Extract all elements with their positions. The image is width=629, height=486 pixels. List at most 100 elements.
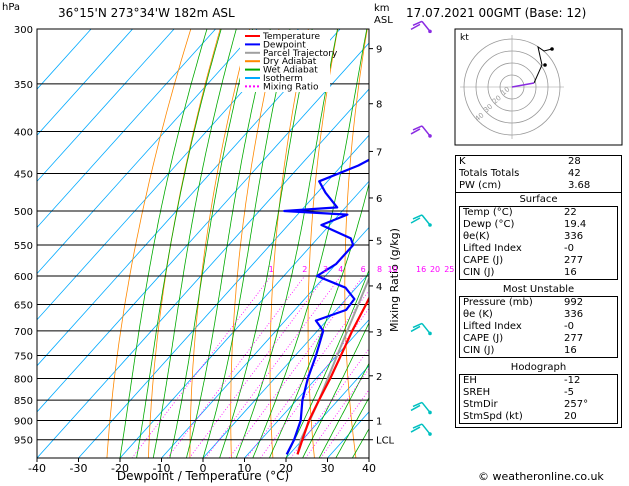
wind-barb-flag [412,423,423,429]
surface-value: 16 [564,267,577,278]
isotherm-line [37,29,133,136]
mixing-ratio-line [290,348,369,458]
index-label: PW (cm) [459,180,502,191]
pressure-tick-label: 850 [14,396,33,407]
temp-tick-label: -40 [28,462,46,475]
hodograph-trace [533,45,553,84]
copyright: © weatheronline.co.uk [478,470,604,483]
surface-section: Temp (°C) 22 Dewp (°C) 19.4 θe(K) 336 Lifted I… [459,206,618,280]
hodograph-point [543,63,547,67]
wind-barb-staff [421,125,431,137]
legend-entry: Parcel Trajectory [263,49,338,59]
surface-row: Temp (°C) 22 [460,207,617,219]
isotherm-line [202,272,369,458]
hodograph-ring-label: 30 [482,103,494,115]
most-unstable-label: CIN (J) [463,345,495,356]
surface-row: θe(K) 336 [460,231,617,243]
index-row: K 28 [456,156,621,168]
surface-label: θe(K) [463,231,490,242]
wind-barb-flag [410,23,421,31]
wind-barb [410,125,432,138]
wind-barb-staff [421,214,431,226]
surface-row: Dewp (°C) 19.4 [460,219,617,231]
isotherm-line [37,29,299,321]
isotherm-line [285,365,369,458]
mixing-ratio-line [167,275,306,458]
mixing-ratio-line [305,368,369,458]
most-unstable-label: Lifted Index [463,321,522,332]
wet-adiabat-line [119,29,208,458]
mixing-ratio-line [131,275,272,458]
pressure-tick-label: 500 [14,207,33,218]
most-unstable-value: 16 [564,345,577,356]
asl-unit-label: ASL [374,15,393,26]
surface-value: 22 [564,207,577,218]
surface-value: -0 [564,243,574,254]
hodograph-row: EH -12 [460,375,617,387]
wind-barb-dot [428,331,432,336]
isotherm-line [37,29,258,275]
surface-value: 19.4 [564,219,587,230]
surface-label: Dewp (°C) [463,219,515,230]
legend-entry: Wet Adiabat [263,66,318,76]
km-tick-label: 2 [376,372,382,383]
most-unstable-value: 277 [564,333,584,344]
wind-barb-flag [412,125,423,131]
legend-entry: Dewpoint [263,40,306,50]
most-unstable-row: θe (K) 336 [460,309,617,321]
legend-entry: Mixing Ratio [263,82,319,92]
hodograph-row: SREH -5 [460,387,617,399]
most-unstable-value: -0 [564,321,574,332]
most-unstable-section: Pressure (mb) 992 θe (K) 336 Lifted Index -0 C… [459,296,618,358]
hodograph-label: StmDir [463,399,498,410]
temp-tick-label: -30 [70,462,88,475]
most-unstable-value: 336 [564,309,584,320]
km-tick-label: 8 [376,100,382,111]
wet-adiabat-line [136,29,222,458]
storm-motion-vector [511,82,535,88]
hodograph-value: 257° [564,399,589,410]
legend-entry: Temperature [262,32,320,42]
wet-adiabat-line [302,322,369,458]
wet-adiabat-line [152,29,237,458]
km-tick-label: 5 [376,236,382,247]
dry-adiabat-line [148,29,221,458]
temp-tick-label: 20 [279,462,293,475]
mixing-ratio-line [189,275,326,458]
wind-barb-flag [412,401,423,408]
surface-label: Lifted Index [463,243,522,254]
index-label: K [459,156,466,167]
mixing-ratio-label: 16 [416,265,426,274]
most-unstable-row: CIN (J) 16 [460,345,617,357]
wind-barb-dot [428,410,432,415]
km-unit-label: km [374,3,390,14]
wind-barb-flag [412,214,423,220]
pressure-tick-label: 350 [14,80,33,91]
most-unstable-row: Pressure (mb) 992 [460,297,617,309]
datetime-title: 17.07.2021 00GMT (Base: 12) [406,6,587,20]
hpa-unit-label: hPa [2,2,21,13]
temp-tick-label: -10 [153,462,171,475]
index-row: PW (cm) 3.68 [456,180,621,192]
isotherm-line [37,29,341,367]
wet-adiabat-line [285,269,369,458]
km-tick-label: 7 [376,147,382,158]
wind-barb-dot [428,29,432,34]
mixing-ratio-line [205,275,342,458]
mixing-ratio-label: 20 [430,265,440,274]
index-row: Totals Totals 42 [456,168,621,180]
mixing-ratio-label: 2 [302,265,307,274]
pressure-tick-label: 600 [14,272,33,283]
wind-barb-dot [428,432,432,436]
isotherm-line [119,180,369,458]
dry-adiabat-line [344,29,368,458]
wind-barb-flag [410,325,421,333]
wind-barb [410,322,432,336]
wind-barb [410,20,432,34]
most-unstable-label: CAPE (J) [463,333,504,344]
surface-row: CIN (J) 16 [460,267,617,279]
mixing-ratio-label: 3 [323,265,328,274]
km-tick-label: 9 [376,45,382,56]
